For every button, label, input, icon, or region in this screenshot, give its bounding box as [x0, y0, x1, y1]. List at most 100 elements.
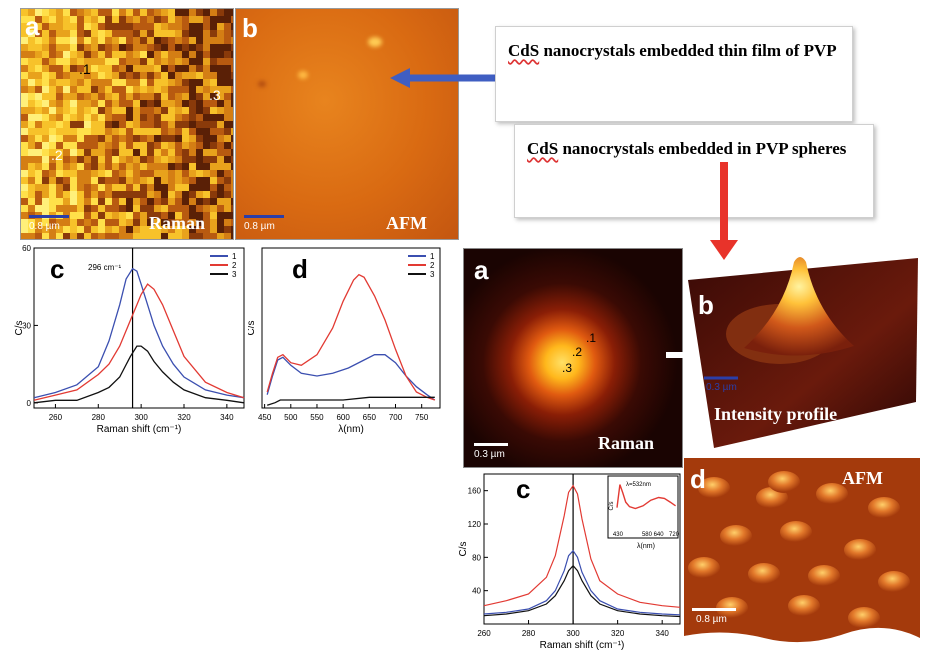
- map-pixel: [28, 86, 35, 93]
- map-pixel: [112, 135, 119, 142]
- map-pixel: [140, 184, 147, 191]
- map-pixel: [224, 128, 231, 135]
- arrow-left-icon: [390, 68, 498, 88]
- map-pixel: [77, 149, 84, 156]
- map-pixel: [112, 121, 119, 128]
- map-pixel: [84, 23, 91, 30]
- map-pixel: [154, 177, 161, 184]
- map-pixel: [133, 23, 140, 30]
- map-pixel: [119, 128, 126, 135]
- map-pixel: [84, 135, 91, 142]
- map-pixel: [168, 156, 175, 163]
- map-pixel: [105, 212, 112, 219]
- map-pixel: [112, 184, 119, 191]
- map-pixel: [224, 170, 231, 177]
- map-pixel: [133, 121, 140, 128]
- map-pixel: [98, 9, 105, 16]
- map-pixel: [133, 44, 140, 51]
- map-pixel: [56, 107, 63, 114]
- map-pixel: [217, 128, 224, 135]
- map-pixel: [84, 149, 91, 156]
- map-pixel: [231, 191, 233, 198]
- afm-sphere: [878, 571, 910, 593]
- map-pixel: [217, 114, 224, 121]
- map-pixel: [77, 100, 84, 107]
- map-pixel: [28, 37, 35, 44]
- map-pixel: [154, 205, 161, 212]
- map-pixel: [112, 142, 119, 149]
- afm-sphere: [688, 557, 720, 579]
- map-pixel: [210, 198, 217, 205]
- map-pixel: [84, 114, 91, 121]
- map-pixel: [42, 226, 49, 233]
- map-pixel: [119, 86, 126, 93]
- afm-surface: [684, 471, 920, 650]
- map-pixel: [21, 58, 28, 65]
- map-pixel: [91, 135, 98, 142]
- map-pixel: [133, 72, 140, 79]
- map-pixel: [70, 9, 77, 16]
- map-pixel: [231, 212, 233, 219]
- map-pixel: [63, 149, 70, 156]
- map-pixel: [105, 114, 112, 121]
- map-pixel: [126, 219, 133, 226]
- map-pixel: [217, 86, 224, 93]
- map-pixel: [91, 184, 98, 191]
- map-pixel: [231, 9, 233, 16]
- note-text: nanocrystals embedded in PVP spheres: [558, 139, 847, 158]
- map-pixel: [35, 184, 42, 191]
- map-pixel: [133, 163, 140, 170]
- map-pixel: [77, 170, 84, 177]
- map-pixel: [182, 184, 189, 191]
- map-pixel: [119, 177, 126, 184]
- map-pixel: [91, 149, 98, 156]
- map-pixel: [98, 93, 105, 100]
- map-pixel: [42, 163, 49, 170]
- map-pixel: [91, 65, 98, 72]
- map-pixel: [91, 212, 98, 219]
- map-pixel: [189, 23, 196, 30]
- afm-sphere: [848, 607, 880, 629]
- map-pixel: [189, 163, 196, 170]
- map-pixel: [84, 233, 91, 239]
- plot-frame: [33, 247, 245, 409]
- map-pixel: [77, 128, 84, 135]
- map-pixel: [154, 198, 161, 205]
- map-pixel: [91, 142, 98, 149]
- map-pixel: [70, 198, 77, 205]
- map-pixel: [84, 107, 91, 114]
- inset-x-tick-label: 430: [613, 532, 624, 538]
- map-pixel: [168, 16, 175, 23]
- map-pixel: [28, 9, 35, 16]
- map-pixel: [91, 170, 98, 177]
- map-pixel: [182, 149, 189, 156]
- map-pixel: [140, 149, 147, 156]
- map-pixel: [84, 191, 91, 198]
- map-pixel: [203, 135, 210, 142]
- map-pixel: [28, 114, 35, 121]
- map-pixel: [140, 156, 147, 163]
- map-pixel: [147, 121, 154, 128]
- map-pixel: [140, 30, 147, 37]
- map-pixel: [91, 72, 98, 79]
- map-pixel: [105, 100, 112, 107]
- afm-sphere: [768, 471, 800, 493]
- map-pixel: [119, 93, 126, 100]
- map-pixel: [217, 233, 224, 239]
- map-pixel: [175, 163, 182, 170]
- map-pixel: [231, 16, 233, 23]
- map-pixel: [105, 86, 112, 93]
- map-pixel: [98, 100, 105, 107]
- map-pixel: [161, 219, 168, 226]
- map-pixel: [154, 233, 161, 239]
- map-pixel: [175, 170, 182, 177]
- map-pixel: [210, 156, 217, 163]
- map-pixel: [49, 23, 56, 30]
- panel-letter-a-right: a: [474, 255, 489, 285]
- map-pixel: [154, 58, 161, 65]
- map-pixel: [161, 149, 168, 156]
- map-pixel: [154, 156, 161, 163]
- map-pixel: [217, 107, 224, 114]
- map-pixel: [28, 16, 35, 23]
- map-pixel: [28, 205, 35, 212]
